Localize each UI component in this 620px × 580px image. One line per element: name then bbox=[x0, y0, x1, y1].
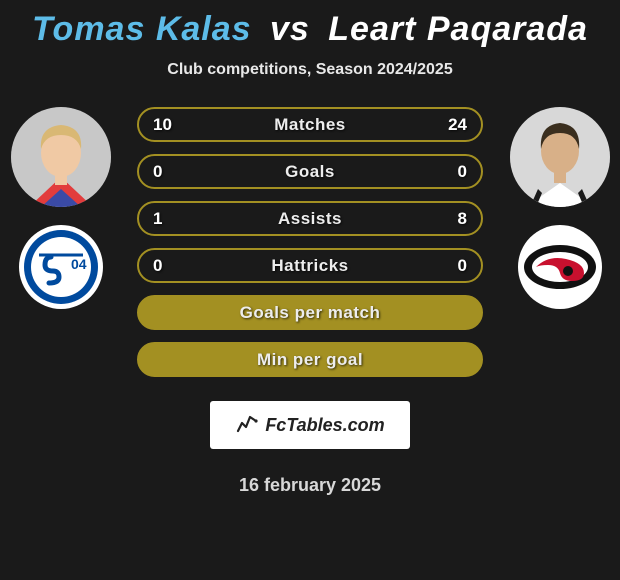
schalke-logo-icon: 04 bbox=[19, 225, 103, 309]
branding-badge: FcTables.com bbox=[210, 401, 410, 449]
vs-text: vs bbox=[270, 10, 310, 48]
stat-label: Hattricks bbox=[271, 256, 348, 276]
date-text: 16 february 2025 bbox=[137, 475, 483, 496]
avatar-left-svg bbox=[11, 107, 111, 207]
player1-club-logo: 04 bbox=[19, 225, 103, 309]
stat-row-assists: 1 Assists 8 bbox=[137, 201, 483, 236]
subtitle: Club competitions, Season 2024/2025 bbox=[0, 61, 620, 79]
stat-row-gpm: Goals per match bbox=[137, 295, 483, 330]
stat-value-right: 0 bbox=[458, 162, 467, 182]
stat-row-hattricks: 0 Hattricks 0 bbox=[137, 248, 483, 283]
stat-row-mpg: Min per goal bbox=[137, 342, 483, 377]
stat-value-right: 0 bbox=[458, 256, 467, 276]
stat-row-matches: 10 Matches 24 bbox=[137, 107, 483, 142]
stat-label: Goals bbox=[285, 162, 335, 182]
comparison-card: Tomas Kalas vs Leart Paqarada Club compe… bbox=[0, 0, 620, 496]
stat-label: Min per goal bbox=[257, 350, 363, 370]
stat-value-left: 0 bbox=[153, 162, 162, 182]
stat-label: Goals per match bbox=[240, 303, 381, 323]
avatar-right-svg bbox=[510, 107, 610, 207]
stat-value-left: 10 bbox=[153, 115, 172, 135]
stat-label: Assists bbox=[278, 209, 342, 229]
branding-text: FcTables.com bbox=[265, 415, 384, 436]
svg-text:04: 04 bbox=[71, 256, 87, 272]
stat-value-left: 1 bbox=[153, 209, 162, 229]
page-title: Tomas Kalas vs Leart Paqarada bbox=[0, 10, 620, 49]
player2-avatar bbox=[510, 107, 610, 207]
player1-avatar bbox=[11, 107, 111, 207]
player2-club-logo bbox=[518, 225, 602, 309]
stat-value-right: 8 bbox=[458, 209, 467, 229]
stat-value-right: 24 bbox=[448, 115, 467, 135]
player2-name: Leart Paqarada bbox=[328, 10, 588, 48]
hurricane-logo-icon bbox=[518, 225, 602, 309]
fctables-logo-icon bbox=[235, 411, 259, 440]
stats-column: 10 Matches 24 0 Goals 0 1 Assists 8 0 Ha… bbox=[113, 107, 507, 496]
stat-row-goals: 0 Goals 0 bbox=[137, 154, 483, 189]
stat-value-left: 0 bbox=[153, 256, 162, 276]
left-side: 04 bbox=[8, 107, 113, 309]
right-side bbox=[507, 107, 612, 309]
player1-name: Tomas Kalas bbox=[32, 10, 252, 48]
content-row: 04 10 Matches 24 0 Goals 0 1 Assists 8 bbox=[0, 107, 620, 496]
stat-label: Matches bbox=[274, 115, 346, 135]
